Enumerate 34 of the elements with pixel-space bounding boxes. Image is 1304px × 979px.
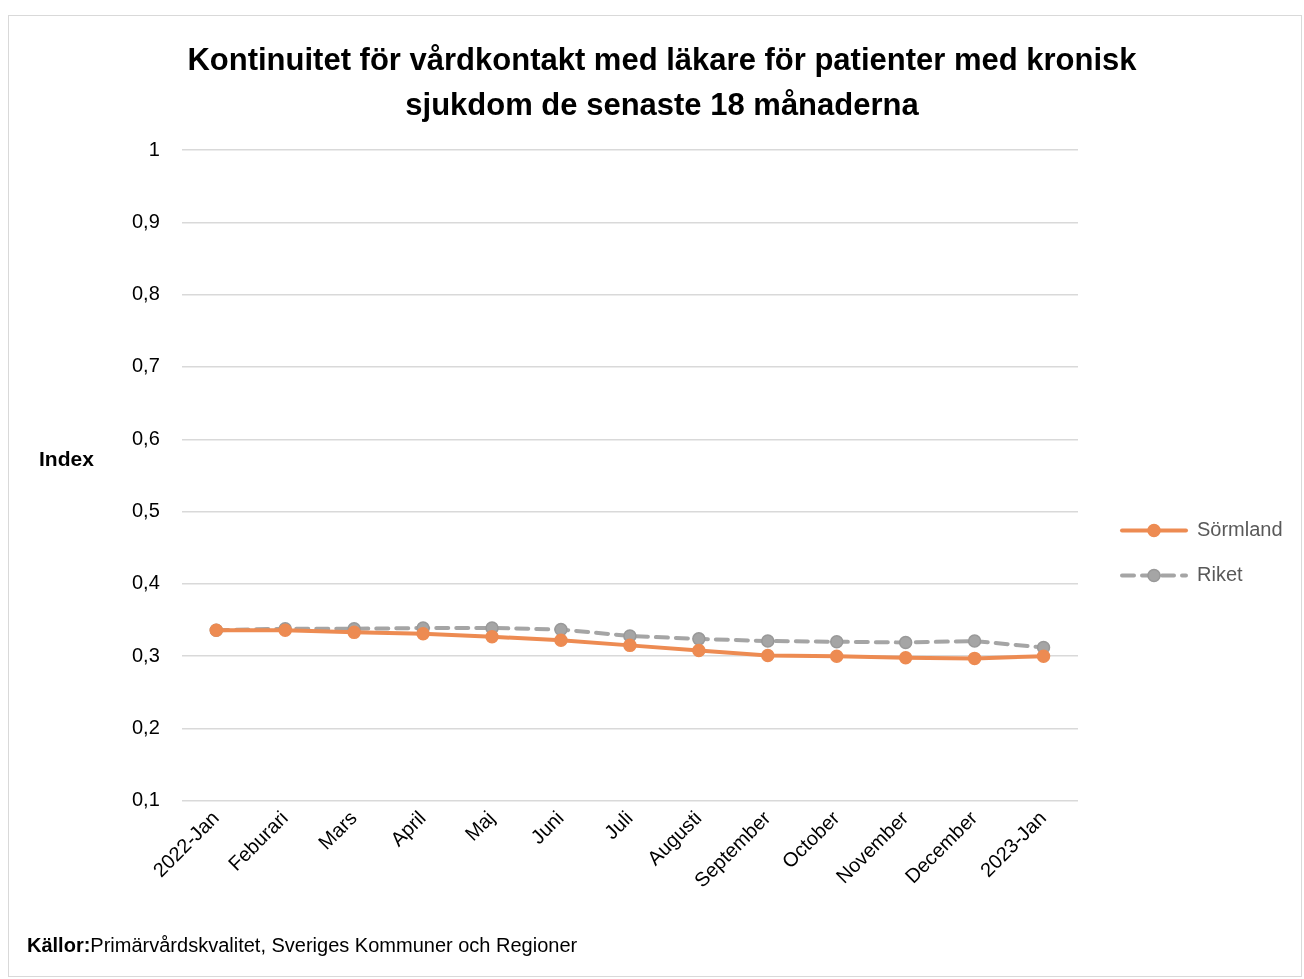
point [761,648,775,663]
y-tick-label: 0,1 [131,788,160,811]
point [761,634,775,648]
point [967,634,982,648]
point [898,650,913,665]
point [485,629,499,644]
y-tick-label: 0,9 [131,209,160,232]
chart-title: Kontinuitet för vårdkontakt med läkare för patienter med kronisk sjukdom de senaste 18 månaderna [187,41,1138,122]
y-tick-label: 0,3 [131,643,160,666]
point [692,632,706,646]
point [1036,649,1051,663]
point [623,638,637,653]
y-tick-label: 0,6 [131,426,160,449]
point [554,633,568,648]
y-tick-label: 1 [148,137,160,160]
point [829,635,844,649]
point [692,643,706,658]
point [967,651,982,666]
legend-label: Riket [1197,562,1244,585]
point [416,627,430,641]
y-tick-label: 0,7 [131,354,160,377]
point [898,635,913,650]
legend-label: Sörmland [1197,517,1283,540]
y-tick-label: 0,4 [131,571,160,594]
text: Källor:Primärvårdskvalitet, Sveriges Kommuner och Regioner [27,933,578,956]
point [347,625,361,640]
point [829,649,844,663]
y-axis-title: Index [39,446,95,470]
x-tick-label: Juli [599,806,637,844]
y-tick-label: 0,8 [131,282,160,305]
y-tick-label: 0,2 [131,716,160,739]
x-tick-label: Maj [460,806,499,845]
y-tick-label: 0,5 [131,499,160,522]
x-tick-label: Juni [526,806,568,849]
